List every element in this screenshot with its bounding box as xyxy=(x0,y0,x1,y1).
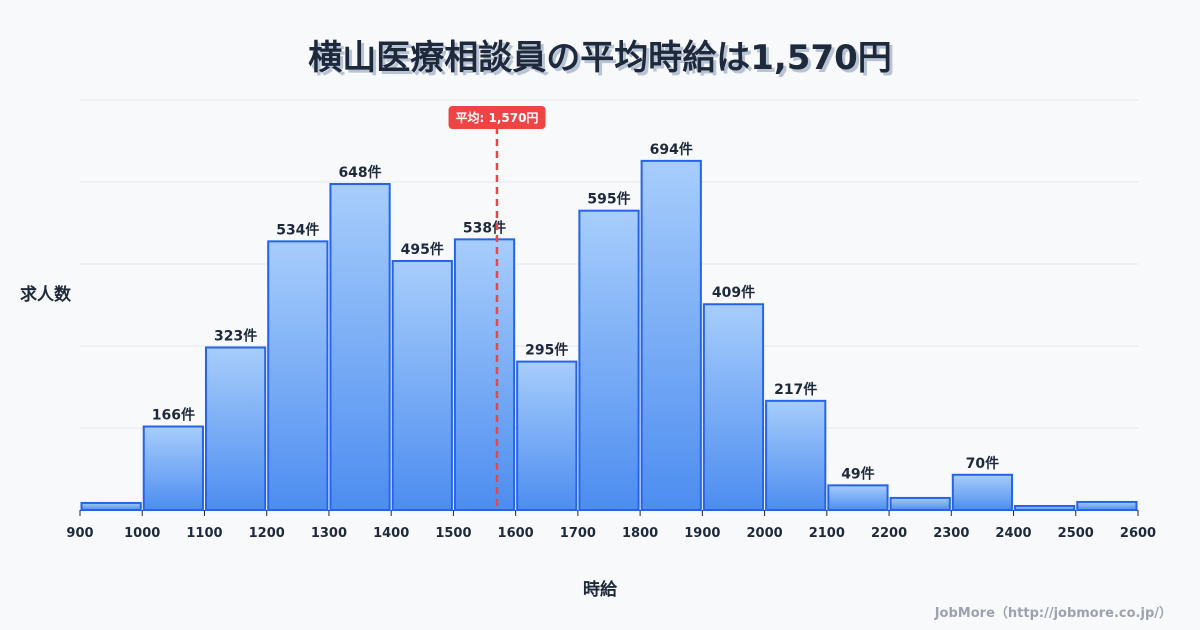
histogram-bar xyxy=(1014,504,1076,512)
bar-value-label: 648件 xyxy=(338,164,381,181)
bar-value-label: 534件 xyxy=(276,221,319,238)
histogram-bar xyxy=(204,346,267,512)
x-tick-label: 2200 xyxy=(871,526,907,541)
histogram-bar xyxy=(827,484,889,512)
histogram-bar xyxy=(1076,500,1138,512)
x-axis: 900 1000 1100 1200 1300 1400 1500 1600 1700 1800 1… xyxy=(66,510,1156,541)
bar-value-label: 166件 xyxy=(152,406,195,423)
x-tick-label: 1600 xyxy=(498,526,534,541)
bars xyxy=(80,159,1138,512)
chart-title: 横山医療相談員の平均時給は1,570円 xyxy=(308,38,892,78)
bar-value-label: 217件 xyxy=(774,381,817,398)
x-tick-label: 900 xyxy=(66,526,93,541)
bar-value-label: 70件 xyxy=(966,455,999,472)
bar-value-label: 495件 xyxy=(401,241,444,258)
x-tick-label: 2100 xyxy=(809,526,845,541)
histogram-bar xyxy=(889,496,951,512)
bar-labels: 166件 323件 534件 648件 495件 538件 295件 595件 694件 409件… xyxy=(152,141,999,482)
x-tick-label: 1500 xyxy=(435,526,471,541)
histogram-bar xyxy=(80,501,142,512)
histogram-bar xyxy=(516,360,578,511)
x-tick-label: 2000 xyxy=(746,526,782,541)
histogram-bar xyxy=(640,159,702,512)
x-tick-label: 1800 xyxy=(622,526,658,541)
bar-value-label: 49件 xyxy=(841,465,874,482)
x-tick-label: 2300 xyxy=(933,526,969,541)
x-tick-label: 1900 xyxy=(684,526,720,541)
histogram-bar xyxy=(391,259,453,511)
bar-value-label: 323件 xyxy=(214,328,257,345)
histogram-bar xyxy=(578,209,640,512)
bar-value-label: 694件 xyxy=(650,141,693,158)
x-tick-label: 2600 xyxy=(1120,526,1156,541)
histogram-bar xyxy=(951,473,1014,512)
x-tick-label: 2400 xyxy=(995,526,1031,541)
bar-value-label: 295件 xyxy=(525,342,568,359)
x-tick-label: 1300 xyxy=(311,526,347,541)
bar-value-label: 409件 xyxy=(712,284,755,301)
x-axis-label: 時給 xyxy=(583,580,617,600)
x-tick-label: 1000 xyxy=(124,526,160,541)
x-tick-label: 2500 xyxy=(1058,526,1094,541)
y-axis-label: 求人数 xyxy=(20,285,71,305)
x-tick-label: 1100 xyxy=(186,526,222,541)
histogram-bar xyxy=(142,425,204,511)
footer-credit: JobMore（http://jobmore.co.jp/） xyxy=(934,606,1172,621)
bar-value-label: 538件 xyxy=(463,219,506,236)
histogram-bar xyxy=(267,240,329,511)
histogram-bar xyxy=(453,238,516,511)
histogram-bar xyxy=(765,399,827,511)
histogram-bar xyxy=(702,303,765,511)
bar-value-label: 595件 xyxy=(587,191,630,208)
x-tick-label: 1200 xyxy=(249,526,285,541)
x-tick-label: 1700 xyxy=(560,526,596,541)
histogram-bar xyxy=(329,183,391,511)
x-tick-label: 1400 xyxy=(373,526,409,541)
mean-badge: 平均: 1,570円 xyxy=(448,106,546,129)
